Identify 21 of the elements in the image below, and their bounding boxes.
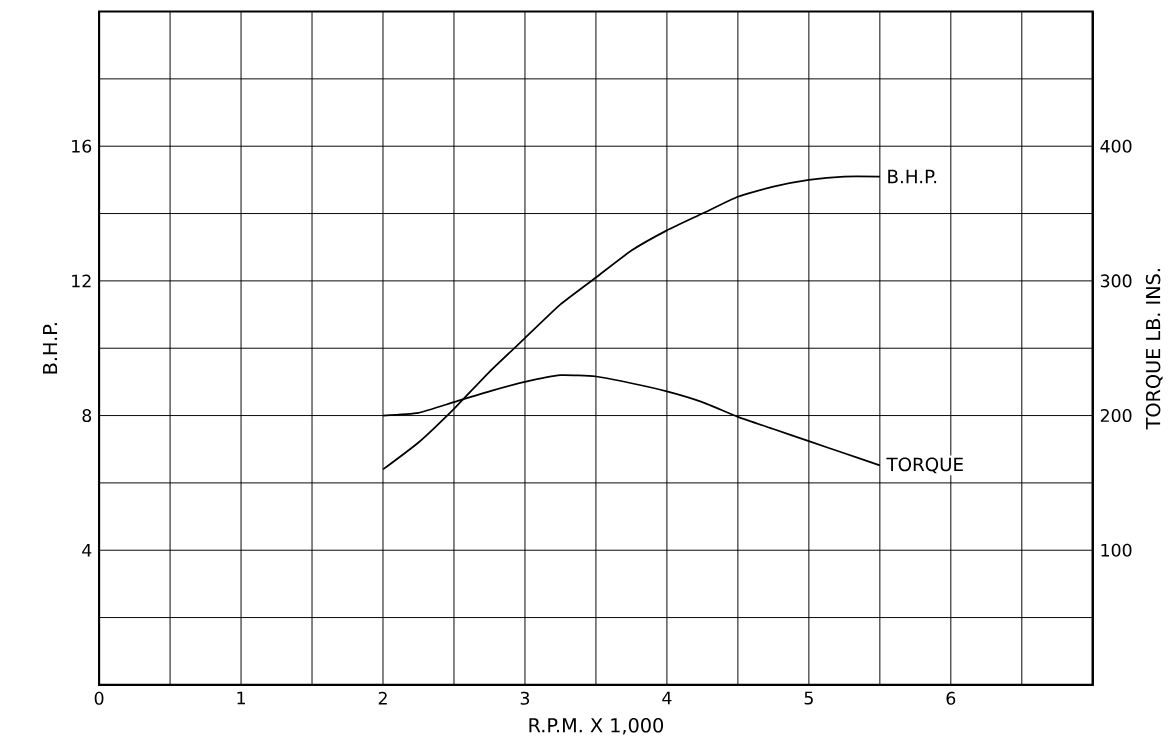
y-tick-label: 4 [82,543,92,557]
y2-tick-label: 100 [1101,543,1132,557]
y-axis-title: B.H.P. [43,323,58,374]
y-tick-label: 12 [72,274,91,288]
y2-axis-title: TORQUE LB. INS. [1145,269,1163,430]
x-tick-label: 6 [946,691,956,705]
series-label: TORQUE [886,457,963,474]
series-label: B.H.P. [888,169,937,184]
x-tick-label: 0 [94,691,104,705]
y2-tick-label: 200 [1100,408,1132,422]
line-series [382,175,881,471]
x-tick-label: 3 [520,691,530,705]
y2-tick-label: 400 [1100,139,1132,153]
y-tick-label: 8 [82,408,92,422]
x-tick-label: 1 [237,691,245,705]
x-tick-label: 2 [378,691,387,705]
y2-tick-label: 300 [1100,274,1132,288]
x-tick-label: 4 [662,691,672,705]
y-tick-label: 16 [72,139,92,153]
x-tick-label: 5 [804,691,813,705]
x-axis-title: R.P.M. X 1,000 [529,717,664,735]
